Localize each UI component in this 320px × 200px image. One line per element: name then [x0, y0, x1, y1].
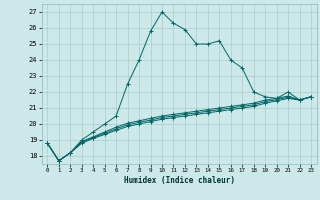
X-axis label: Humidex (Indice chaleur): Humidex (Indice chaleur): [124, 176, 235, 185]
